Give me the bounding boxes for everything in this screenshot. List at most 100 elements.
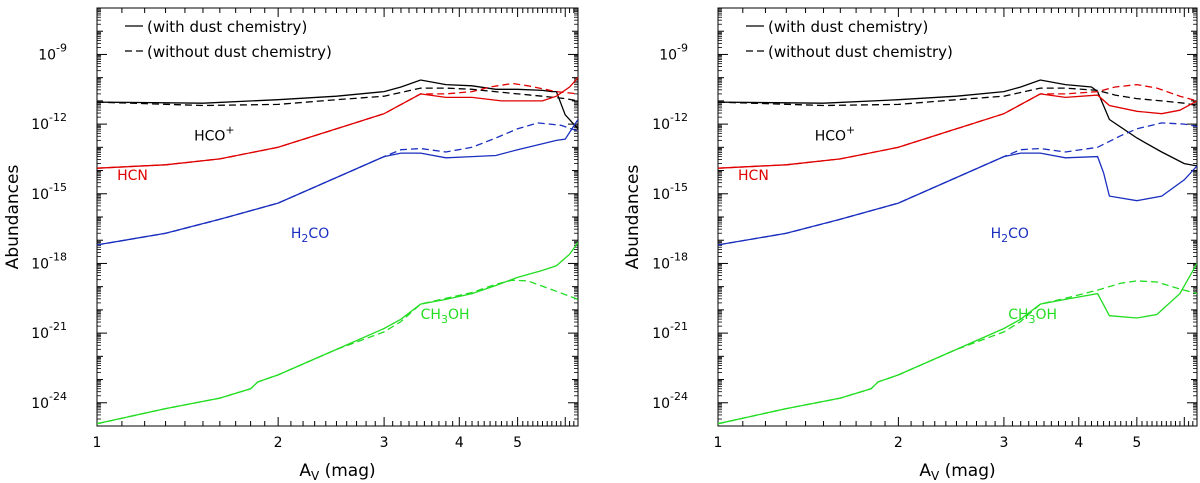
- series-label-main: CH: [1008, 307, 1028, 323]
- y-tick-label: 10-24: [31, 390, 67, 412]
- series-label-subscript: 3: [441, 313, 448, 326]
- x-tick-label: 3: [999, 435, 1008, 451]
- y-tick-label: 10-12: [31, 111, 67, 133]
- series-label-main: H: [991, 226, 1002, 242]
- y-tick-base: 10: [652, 256, 670, 272]
- y-tick-exponent: -15: [49, 181, 67, 194]
- series-label-main: H: [291, 226, 302, 242]
- series-h2co-solid: [97, 119, 578, 246]
- series-label-main: HCO: [194, 128, 225, 144]
- y-tick-label: 10-15: [652, 181, 688, 203]
- y-tick-label: 10-15: [31, 181, 67, 203]
- y-tick-exponent: -9: [56, 41, 67, 54]
- series-label-rest: OH: [1036, 307, 1058, 323]
- plot-frame: [96, 7, 579, 427]
- series-ch3oh-solid: [718, 263, 1197, 425]
- series-label-rest: CO: [308, 226, 329, 242]
- series-ch3oh-dashed: [718, 280, 1197, 425]
- series-label-ch3oh: CH3OH: [1008, 307, 1057, 326]
- y-tick-base: 10: [31, 256, 49, 272]
- y-tick-label: 10-21: [652, 320, 688, 342]
- series-ch3oh-solid: [97, 242, 578, 425]
- series-label-subscript: 2: [1001, 232, 1008, 245]
- legend-label-dashed: (without dust chemistry): [768, 43, 953, 61]
- y-tick-exponent: -21: [49, 320, 67, 333]
- y-tick-label: 10-12: [652, 111, 688, 133]
- y-tick-base: 10: [31, 187, 49, 203]
- series-label-superscript: +: [846, 123, 855, 136]
- y-tick-base: 10: [659, 47, 677, 63]
- series-label-main: CH: [421, 307, 441, 323]
- series-label-main: HCN: [117, 168, 148, 184]
- series-hco-dashed: [97, 87, 578, 107]
- x-axis-title-sub: V: [311, 469, 320, 483]
- series-label-subscript: 3: [1029, 313, 1036, 326]
- y-tick-base: 10: [31, 117, 49, 133]
- y-tick-base: 10: [652, 187, 670, 203]
- y-tick-exponent: -12: [49, 111, 67, 124]
- series-h2co-dashed: [718, 122, 1197, 246]
- legend-label-solid: (with dust chemistry): [768, 18, 928, 36]
- series-label-hcn: HCN: [117, 168, 148, 184]
- y-tick-label: 10-21: [31, 320, 67, 342]
- x-axis-title: AV (mag): [299, 461, 375, 483]
- legend-label-solid: (with dust chemistry): [147, 18, 307, 36]
- series-lines: [97, 77, 578, 425]
- y-axis-title: Abundances: [3, 165, 23, 270]
- series-hco-solid: [718, 79, 1197, 167]
- series-label-superscript: +: [225, 123, 234, 136]
- y-tick-exponent: -21: [670, 320, 688, 333]
- y-tick-exponent: -18: [670, 250, 688, 263]
- y-tick-base: 10: [652, 117, 670, 133]
- x-tick-label: 3: [380, 435, 389, 451]
- x-axis-title-unit: (mag): [939, 461, 995, 481]
- y-tick-exponent: -15: [670, 181, 688, 194]
- series-label-hco: HCO+: [194, 123, 235, 144]
- y-tick-label: 10-18: [652, 250, 688, 272]
- x-tick-label: 2: [274, 435, 283, 451]
- x-tick-label: 4: [1074, 435, 1083, 451]
- y-tick-exponent: -12: [670, 111, 688, 124]
- y-axis-title: Abundances: [623, 165, 643, 270]
- y-tick-label: 10-9: [38, 41, 67, 63]
- series-hco-solid: [97, 79, 578, 130]
- plot-frame: [717, 7, 1198, 427]
- series-ch3oh-dashed: [97, 279, 578, 425]
- x-axis-title-main: A: [919, 461, 931, 481]
- x-tick-label: 4: [455, 435, 464, 451]
- series-hcn-solid: [97, 77, 578, 169]
- x-axis-title-unit: (mag): [319, 461, 375, 481]
- x-axis-title-main: A: [299, 461, 311, 481]
- y-tick-exponent: -9: [677, 41, 688, 54]
- legend-label-dashed: (without dust chemistry): [147, 43, 332, 61]
- series-hco-dashed: [718, 87, 1197, 107]
- series-label-rest: OH: [448, 307, 470, 323]
- series-label-hcn: HCN: [738, 168, 769, 184]
- y-tick-base: 10: [31, 396, 49, 412]
- y-tick-base: 10: [38, 47, 56, 63]
- y-tick-base: 10: [652, 396, 670, 412]
- series-label-rest: CO: [1008, 226, 1029, 242]
- y-tick-base: 10: [31, 326, 49, 342]
- series-hcn-solid: [718, 93, 1197, 169]
- series-label-main: HCO: [815, 128, 846, 144]
- y-tick-exponent: -18: [49, 250, 67, 263]
- y-tick-exponent: -24: [49, 390, 67, 403]
- y-tick-label: 10-24: [652, 390, 688, 412]
- series-label-h2co: H2CO: [291, 226, 329, 245]
- series-label-hco: HCO+: [815, 123, 856, 144]
- series-label-main: HCN: [738, 168, 769, 184]
- y-tick-exponent: -24: [670, 390, 688, 403]
- series-label-h2co: H2CO: [991, 226, 1029, 245]
- series-label-ch3oh: CH3OH: [421, 307, 470, 326]
- y-tick-label: 10-9: [659, 41, 688, 63]
- x-tick-label: 1: [93, 435, 102, 451]
- series-label-subscript: 2: [301, 232, 308, 245]
- series-lines: [718, 79, 1197, 425]
- y-tick-base: 10: [652, 326, 670, 342]
- y-tick-label: 10-18: [31, 250, 67, 272]
- x-axis-title: AV (mag): [919, 461, 995, 483]
- x-axis-title-sub: V: [931, 469, 940, 483]
